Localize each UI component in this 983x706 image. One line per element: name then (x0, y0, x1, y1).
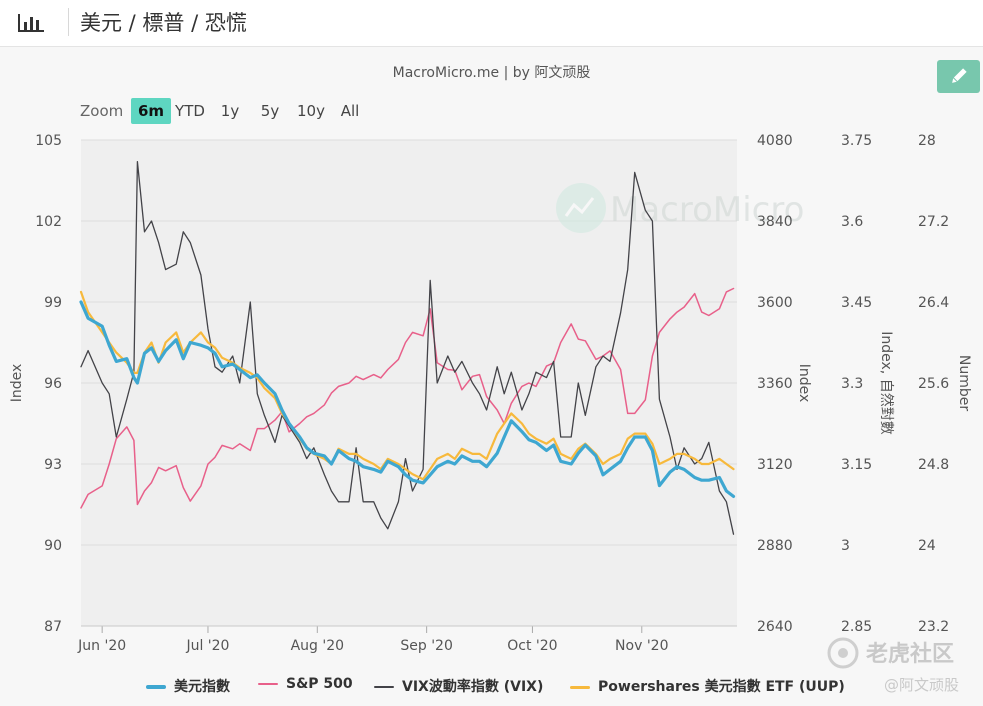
series-line-vix (80, 160, 735, 535)
tick-usd-4: 99 (44, 295, 62, 311)
tick-vix-1: 3 (841, 538, 850, 554)
series-line-uup (79, 290, 735, 481)
legend-label-sp500: S&P 500 (286, 676, 353, 692)
tick-vix-5: 3.6 (841, 214, 863, 230)
zoom-10y-button[interactable]: 10y (297, 102, 325, 120)
axis-spx: 2640 2880 3120 3360 3600 3840 4080 (757, 133, 793, 635)
tick-spx-6: 4080 (757, 133, 793, 149)
axis-title-uup: Number (956, 355, 972, 411)
axis-uup: 23.2 24 24.8 25.6 26.4 27.2 28 (918, 133, 949, 635)
tick-uup-6: 28 (918, 133, 936, 149)
pencil-icon (952, 68, 967, 83)
series-line-usd-index (79, 300, 736, 498)
zoom-ytd-button[interactable]: YTD (175, 102, 205, 120)
zoom-all-button[interactable]: All (340, 102, 360, 120)
macromicro-logo-icon (556, 183, 606, 233)
tick-uup-1: 24 (918, 538, 936, 554)
tick-usd-0: 87 (44, 619, 62, 635)
legend-label-uup: Powershares 美元指數 ETF (UUP) (598, 679, 845, 695)
header-divider (68, 8, 69, 36)
tick-uup-4: 26.4 (918, 295, 949, 311)
tick-usd-2: 93 (44, 457, 62, 473)
axis-usd: 87 90 93 96 99 102 105 (35, 133, 62, 635)
legend-swatch-sp500 (258, 683, 278, 685)
tiger-logo-icon (827, 637, 859, 669)
tick-uup-5: 27.2 (918, 214, 949, 230)
axis-title-usd: Index (9, 364, 25, 403)
tick-usd-5: 102 (35, 214, 62, 230)
page-title: 美元 / 標普 / 恐慌 (80, 11, 247, 35)
zoom-6m-button[interactable]: 6m (131, 98, 171, 124)
tick-spx-0: 2640 (757, 619, 793, 635)
edit-button[interactable] (937, 60, 980, 93)
tick-vix-6: 3.75 (841, 133, 872, 149)
tick-vix-3: 3.3 (841, 376, 863, 392)
legend-swatch-vix (374, 686, 394, 688)
tick-vix-2: 3.15 (841, 457, 872, 473)
x-tick-label-1: Jul '20 (185, 638, 229, 654)
zoom-1y-button[interactable]: 1y (220, 102, 240, 120)
x-tick-label-0: Jun '20 (77, 638, 126, 654)
x-axis: Jun '20 Jul '20 Aug '20 Sep '20 Oct '20 Nov '… (77, 625, 737, 654)
axis-title-vix: Index, 自然對數 (878, 331, 895, 434)
tick-vix-4: 3.45 (841, 295, 872, 311)
legend-swatch-uup (570, 685, 590, 689)
x-tick-label-3: Sep '20 (400, 638, 453, 654)
x-tick-label-2: Aug '20 (291, 638, 344, 654)
bar-chart-icon (18, 14, 44, 32)
legend-label-vix: VIX波動率指數 (VIX) (402, 679, 544, 695)
watermark-site: 老虎社区 (866, 642, 955, 667)
axis-title-spx: Index (796, 364, 812, 403)
x-tick-label-4: Oct '20 (507, 638, 557, 654)
legend-swatch-usd-index (146, 685, 166, 689)
legend-item-uup[interactable]: Powershares 美元指數 ETF (UUP) (570, 676, 845, 698)
tick-uup-2: 24.8 (918, 457, 949, 473)
tick-spx-2: 3120 (757, 457, 793, 473)
tick-spx-3: 3360 (757, 376, 793, 392)
tick-uup-0: 23.2 (918, 619, 949, 635)
tick-usd-1: 90 (44, 538, 62, 554)
page-header: 美元 / 標普 / 恐慌 (0, 0, 983, 47)
macromicro-watermark: MacroMicro (556, 183, 804, 233)
legend-item-usd-index[interactable]: 美元指數 (146, 676, 230, 698)
axis-vix: 2.85 3 3.15 3.3 3.45 3.6 3.75 (841, 133, 872, 635)
macromicro-logo-mark (564, 197, 595, 217)
legend-item-sp500[interactable]: S&P 500 (258, 676, 353, 698)
tick-usd-3: 96 (44, 376, 62, 392)
tick-spx-4: 3600 (757, 295, 793, 311)
watermark-brand: MacroMicro (610, 190, 804, 230)
chart-subtitle: MacroMicro.me | by 阿文顽股 (392, 65, 591, 81)
tick-usd-6: 105 (35, 133, 62, 149)
zoom-label: Zoom (80, 102, 124, 120)
chart-legend: 美元指數 S&P 500 VIX波動率指數 (VIX) Powershares … (0, 676, 983, 698)
watermark-author: @阿文顽股 (884, 676, 960, 694)
legend-item-vix[interactable]: VIX波動率指數 (VIX) (374, 676, 543, 698)
tick-uup-3: 25.6 (918, 376, 949, 392)
community-watermark: 老虎社区 @阿文顽股 (826, 636, 976, 696)
legend-label-usd-index: 美元指數 (174, 679, 230, 695)
x-tick-label-5: Nov '20 (615, 638, 668, 654)
tick-spx-5: 3840 (757, 214, 793, 230)
series-line-sp500 (80, 287, 735, 509)
tick-vix-0: 2.85 (841, 619, 872, 635)
tick-spx-1: 2880 (757, 538, 793, 554)
zoom-5y-button[interactable]: 5y (260, 102, 280, 120)
